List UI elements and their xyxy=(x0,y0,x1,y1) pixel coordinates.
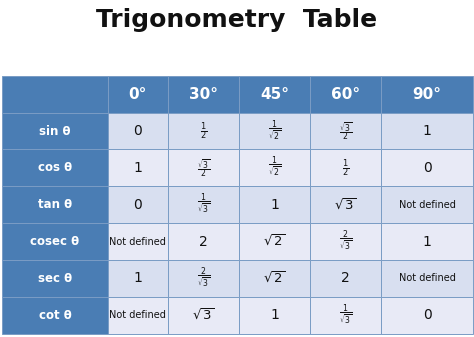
Text: cot θ: cot θ xyxy=(38,309,71,322)
Bar xyxy=(168,113,239,150)
Bar xyxy=(108,223,168,260)
Text: $\sqrt{2}$: $\sqrt{2}$ xyxy=(264,234,286,249)
Bar xyxy=(2,113,108,150)
Bar xyxy=(108,76,168,113)
Bar xyxy=(381,297,473,334)
Text: sec θ: sec θ xyxy=(38,272,72,285)
Text: 2: 2 xyxy=(199,235,208,249)
Text: $\frac{1}{\sqrt{2}}$: $\frac{1}{\sqrt{2}}$ xyxy=(268,155,281,181)
Text: Not defined: Not defined xyxy=(109,237,166,247)
Bar xyxy=(310,260,381,297)
Bar xyxy=(310,186,381,223)
Text: 45°: 45° xyxy=(260,87,289,102)
Text: 2: 2 xyxy=(341,271,350,285)
Bar xyxy=(108,260,168,297)
Bar xyxy=(108,150,168,186)
Text: 0°: 0° xyxy=(128,87,147,102)
Text: 60°: 60° xyxy=(331,87,360,102)
Bar xyxy=(381,150,473,186)
Bar xyxy=(381,260,473,297)
Text: 1: 1 xyxy=(270,198,279,212)
Text: 30°: 30° xyxy=(189,87,218,102)
Text: 1: 1 xyxy=(270,308,279,322)
Bar xyxy=(239,113,310,150)
Bar xyxy=(168,150,239,186)
Bar xyxy=(381,76,473,113)
Text: Not defined: Not defined xyxy=(109,310,166,320)
Bar xyxy=(310,76,381,113)
Bar xyxy=(2,297,108,334)
Text: 1: 1 xyxy=(423,235,431,249)
Text: $\frac{1}{\sqrt{3}}$: $\frac{1}{\sqrt{3}}$ xyxy=(197,192,210,217)
Bar xyxy=(239,186,310,223)
Bar xyxy=(310,113,381,150)
Bar xyxy=(239,76,310,113)
Text: $\frac{\sqrt{3}}{2}$: $\frac{\sqrt{3}}{2}$ xyxy=(197,157,210,179)
Text: 0: 0 xyxy=(423,161,431,175)
Text: 1: 1 xyxy=(423,124,431,138)
Text: Not defined: Not defined xyxy=(399,273,456,283)
Text: $\frac{1}{2}$: $\frac{1}{2}$ xyxy=(200,120,207,142)
Bar xyxy=(239,223,310,260)
Bar xyxy=(2,223,108,260)
Bar xyxy=(168,260,239,297)
Bar xyxy=(381,223,473,260)
Text: 0: 0 xyxy=(133,198,142,212)
Text: $\sqrt{2}$: $\sqrt{2}$ xyxy=(264,271,286,286)
Text: $\frac{1}{2}$: $\frac{1}{2}$ xyxy=(342,157,349,179)
Bar xyxy=(310,297,381,334)
Text: tan θ: tan θ xyxy=(38,198,72,211)
Text: 1: 1 xyxy=(133,161,142,175)
Bar xyxy=(381,113,473,150)
Text: $\sqrt{3}$: $\sqrt{3}$ xyxy=(192,308,215,323)
Text: 1: 1 xyxy=(133,271,142,285)
Bar xyxy=(168,186,239,223)
Bar xyxy=(108,186,168,223)
Bar xyxy=(239,260,310,297)
Bar xyxy=(108,297,168,334)
Bar xyxy=(168,76,239,113)
Text: Not defined: Not defined xyxy=(399,200,456,210)
Bar xyxy=(108,113,168,150)
Bar xyxy=(239,150,310,186)
Text: cos θ: cos θ xyxy=(38,161,72,175)
Text: $\frac{1}{\sqrt{2}}$: $\frac{1}{\sqrt{2}}$ xyxy=(268,119,281,144)
Text: 90°: 90° xyxy=(412,87,442,102)
Text: $\frac{2}{\sqrt{3}}$: $\frac{2}{\sqrt{3}}$ xyxy=(197,266,210,291)
Text: Trigonometry  Table: Trigonometry Table xyxy=(96,8,378,32)
Bar xyxy=(239,297,310,334)
Bar xyxy=(2,150,108,186)
Text: sin θ: sin θ xyxy=(39,125,71,137)
Text: $\frac{\sqrt{3}}{2}$: $\frac{\sqrt{3}}{2}$ xyxy=(339,120,352,142)
Bar xyxy=(2,260,108,297)
Text: 0: 0 xyxy=(133,124,142,138)
Text: $\frac{1}{\sqrt{3}}$: $\frac{1}{\sqrt{3}}$ xyxy=(339,303,352,328)
Bar xyxy=(168,297,239,334)
Bar xyxy=(2,186,108,223)
Text: $\frac{2}{\sqrt{3}}$: $\frac{2}{\sqrt{3}}$ xyxy=(339,229,352,254)
Text: cosec θ: cosec θ xyxy=(30,235,80,248)
Bar xyxy=(168,223,239,260)
Bar xyxy=(310,223,381,260)
Bar xyxy=(2,76,108,113)
Bar xyxy=(310,150,381,186)
Bar xyxy=(381,186,473,223)
Text: 0: 0 xyxy=(423,308,431,322)
Text: $\sqrt{3}$: $\sqrt{3}$ xyxy=(335,197,356,212)
